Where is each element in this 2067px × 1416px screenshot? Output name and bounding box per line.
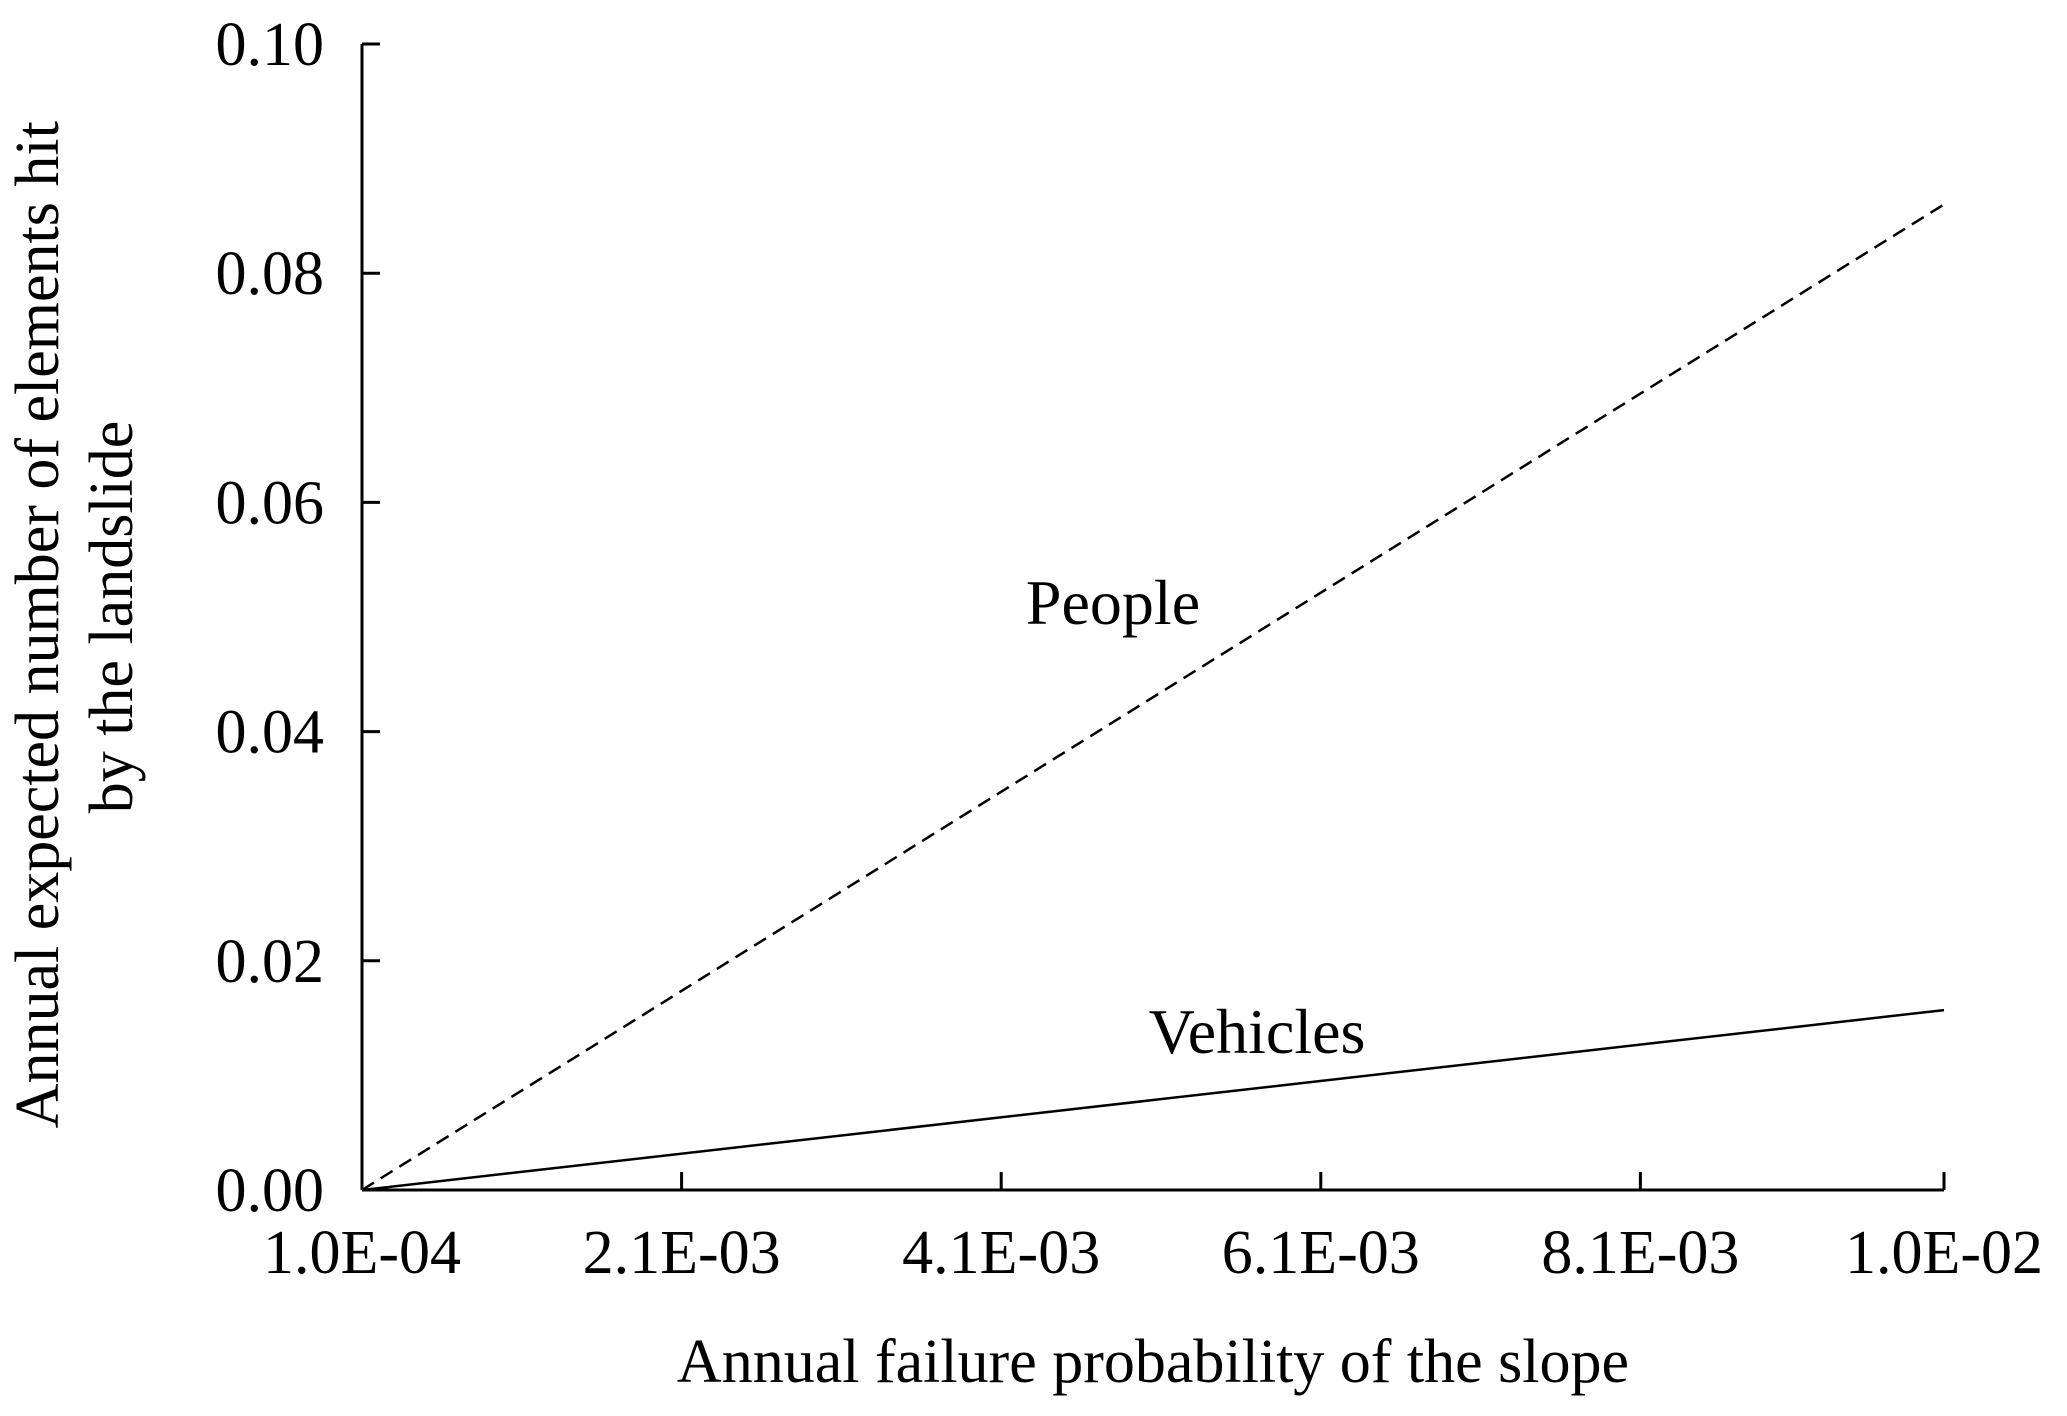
series-line-people — [361, 203, 1945, 1192]
x-tick-label: 2.1E-03 — [583, 1219, 781, 1287]
y-tick-label: 0.04 — [216, 699, 325, 767]
series-label-people: People — [1026, 567, 1200, 638]
series-lines — [361, 203, 1945, 1192]
x-ticks: 1.0E-04 2.1E-03 4.1E-03 6.1E-03 8.1E-03 1.0E-… — [263, 1172, 2043, 1287]
y-axis-title: Annual expected number of elements hit b… — [4, 106, 146, 1129]
series-line-vehicles — [361, 1008, 1945, 1192]
series-label-vehicles: Vehicles — [1149, 996, 1366, 1067]
y-tick-label: 0.06 — [216, 469, 325, 537]
x-tick-label: 8.1E-03 — [1541, 1219, 1739, 1287]
y-tick-label: 0.00 — [216, 1157, 325, 1225]
y-axis-title-line-2: by the landslide — [78, 421, 146, 814]
y-ticks: 0.00 0.02 0.04 0.06 0.08 0.10 — [216, 11, 380, 1225]
x-tick-label: 1.0E-04 — [263, 1219, 461, 1287]
y-tick-label: 0.02 — [216, 928, 325, 996]
y-axis-title-line-1: Annual expected number of elements hit — [4, 121, 72, 1128]
y-tick-label: 0.08 — [216, 240, 325, 308]
x-axis-title: Annual failure probability of the slope — [677, 1328, 1629, 1396]
x-tick-label: 6.1E-03 — [1222, 1219, 1420, 1287]
y-tick-label: 0.10 — [216, 11, 325, 79]
x-tick-label: 1.0E-02 — [1845, 1219, 2043, 1287]
x-tick-label: 4.1E-03 — [902, 1219, 1100, 1287]
